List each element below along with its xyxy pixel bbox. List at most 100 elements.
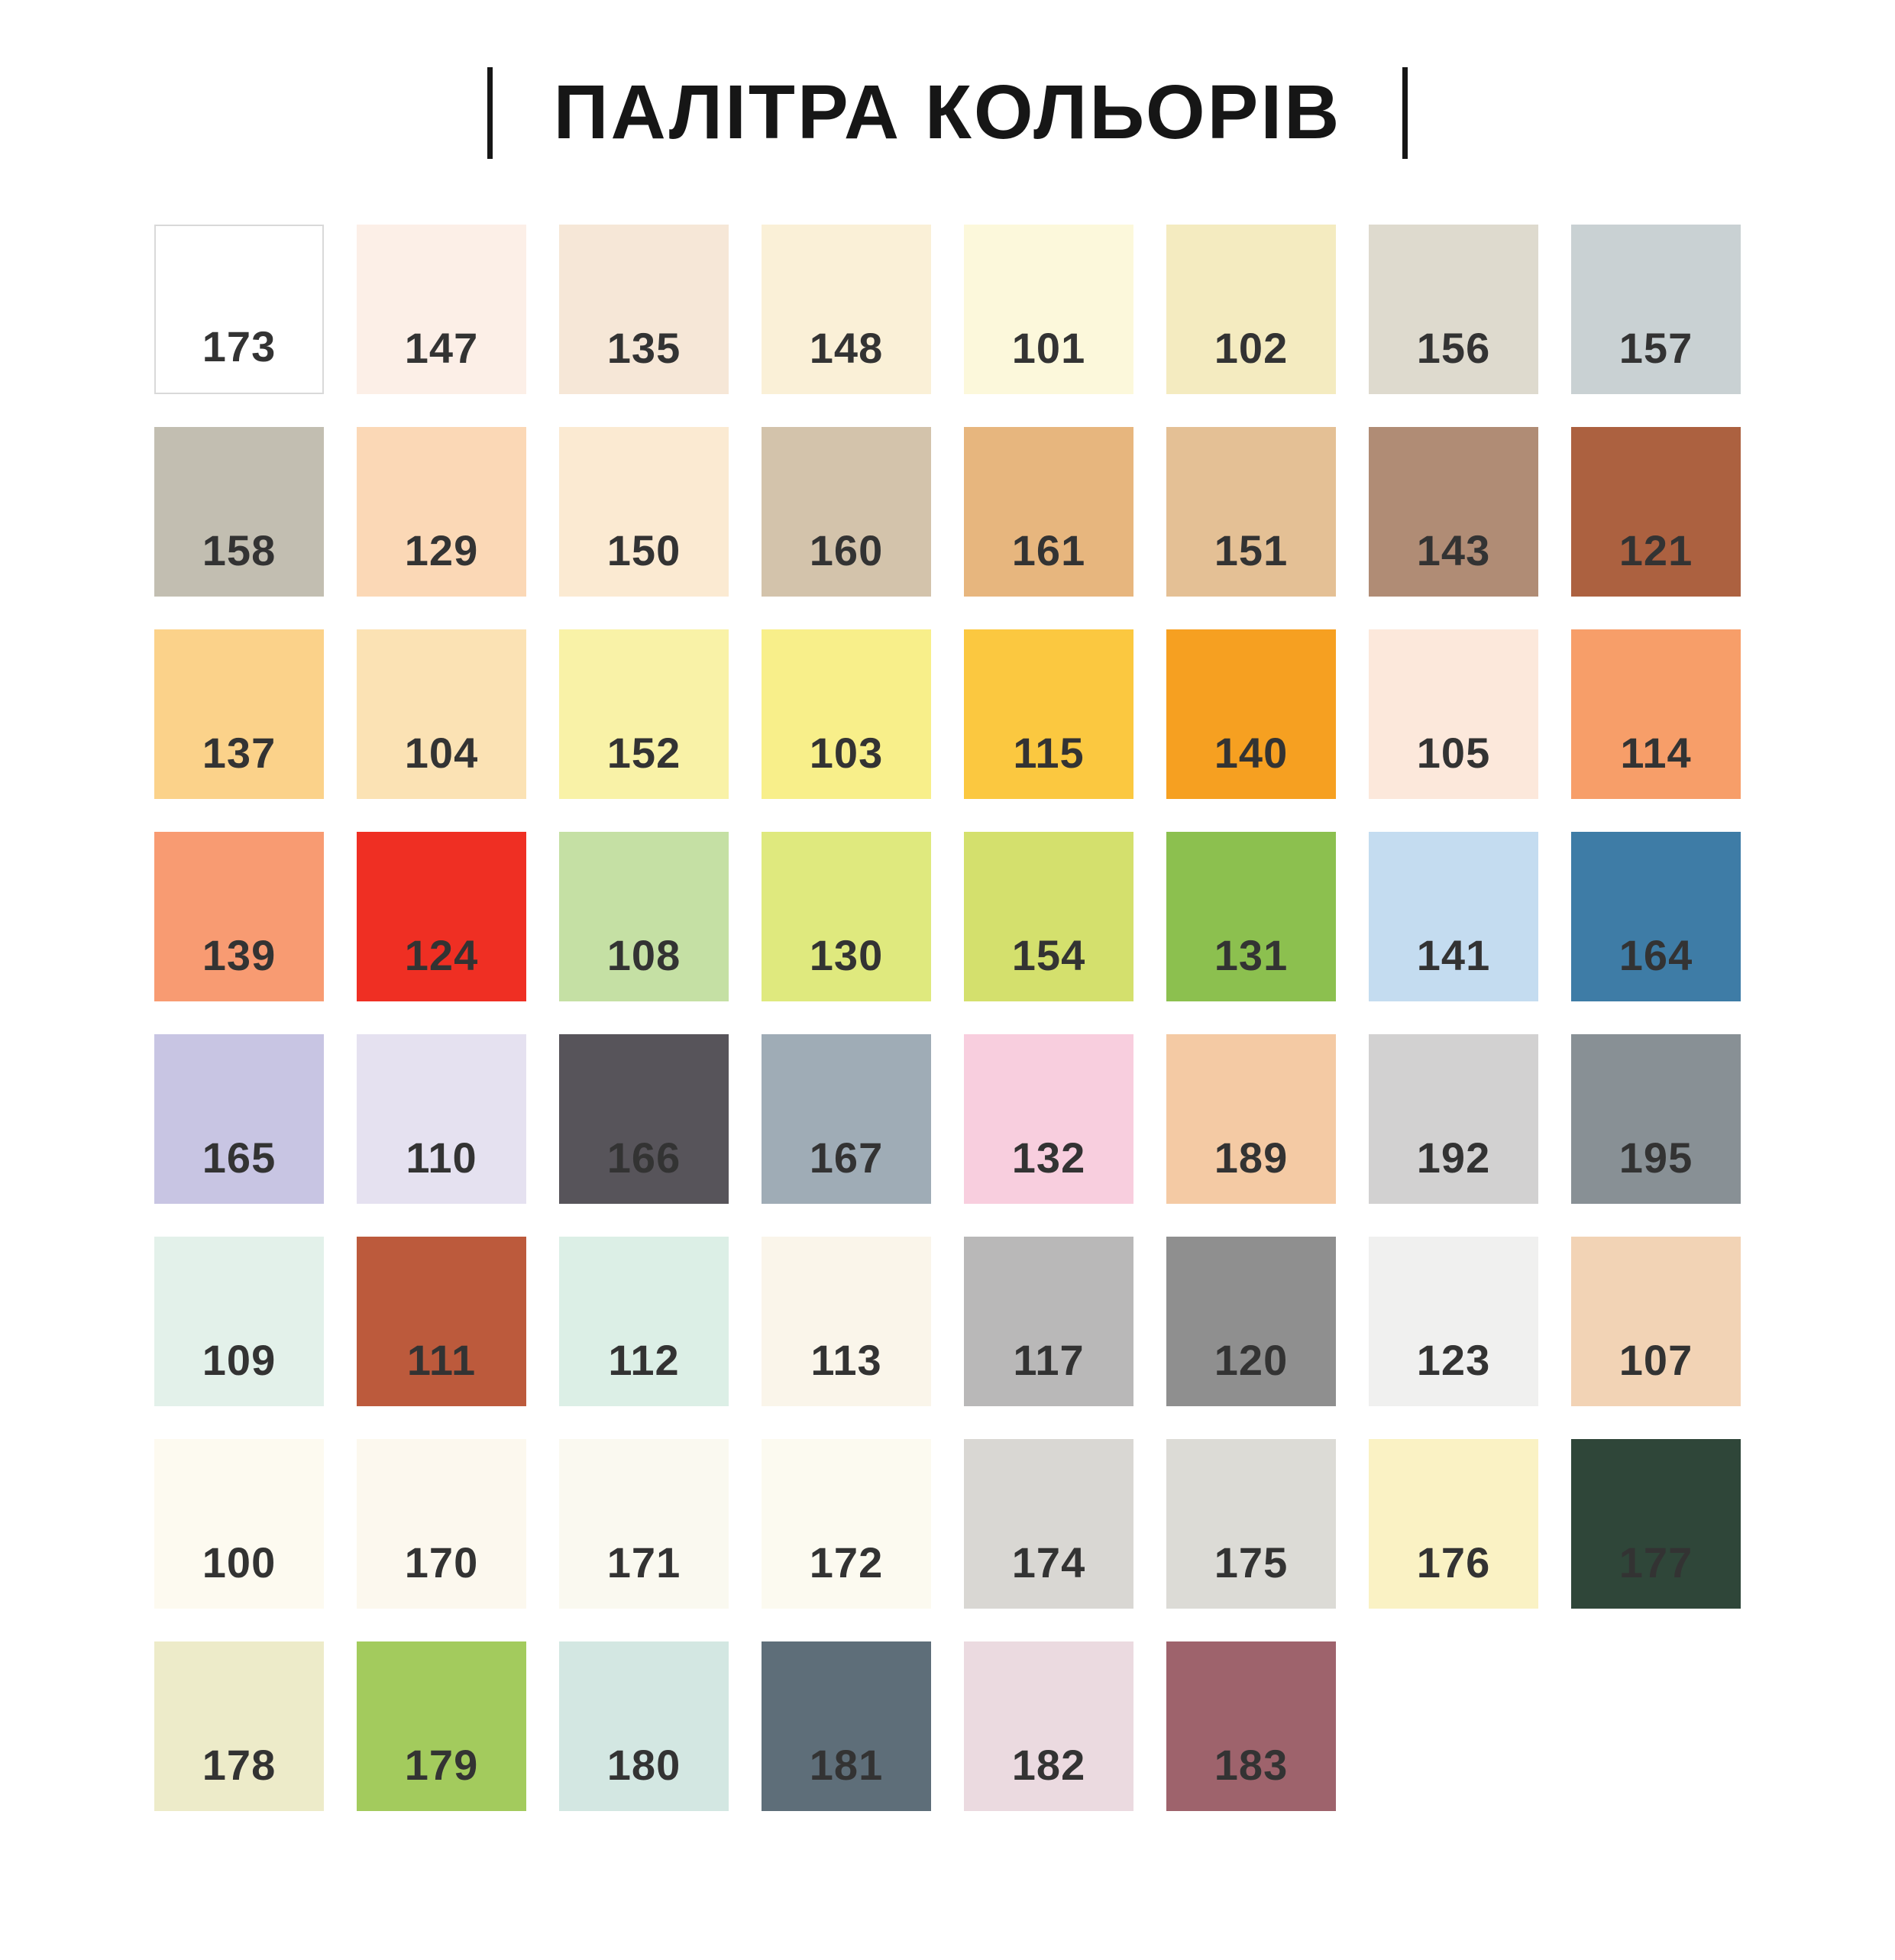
color-swatch: 123 bbox=[1369, 1237, 1538, 1406]
swatch-code: 135 bbox=[606, 324, 681, 372]
color-swatch: 109 bbox=[154, 1237, 324, 1406]
swatch-code: 143 bbox=[1416, 526, 1491, 574]
color-swatch: 103 bbox=[762, 629, 931, 799]
swatch-code: 101 bbox=[1011, 324, 1086, 372]
swatch-code: 148 bbox=[809, 324, 884, 372]
swatch-code: 102 bbox=[1214, 324, 1289, 372]
swatch-code: 152 bbox=[606, 729, 681, 777]
color-swatch: 195 bbox=[1571, 1034, 1741, 1204]
color-swatch: 112 bbox=[559, 1237, 729, 1406]
color-swatch: 132 bbox=[964, 1034, 1133, 1204]
color-swatch: 167 bbox=[762, 1034, 931, 1204]
color-swatch: 183 bbox=[1166, 1641, 1336, 1811]
swatch-code: 195 bbox=[1619, 1134, 1693, 1182]
color-swatch: 161 bbox=[964, 427, 1133, 597]
color-swatch: 117 bbox=[964, 1237, 1133, 1406]
swatch-code: 172 bbox=[809, 1538, 884, 1586]
swatch-code: 160 bbox=[809, 526, 884, 574]
color-swatch: 150 bbox=[559, 427, 729, 597]
swatch-code: 173 bbox=[202, 322, 276, 370]
color-swatch: 180 bbox=[559, 1641, 729, 1811]
swatch-code: 123 bbox=[1416, 1336, 1491, 1384]
color-swatch: 173 bbox=[154, 225, 324, 394]
swatch-code: 171 bbox=[606, 1538, 681, 1586]
palette-grid: 173 147 135 148 101 102 156 157 158 129 150 160 161 1… bbox=[154, 225, 1741, 1811]
swatch-code: 131 bbox=[1214, 931, 1289, 979]
color-swatch: 189 bbox=[1166, 1034, 1336, 1204]
color-swatch: 130 bbox=[762, 832, 931, 1001]
swatch-code: 141 bbox=[1416, 931, 1491, 979]
color-swatch: 140 bbox=[1166, 629, 1336, 799]
color-swatch: 176 bbox=[1369, 1439, 1538, 1609]
swatch-code: 183 bbox=[1214, 1741, 1289, 1789]
swatch-code: 108 bbox=[606, 931, 681, 979]
swatch-code: 176 bbox=[1416, 1538, 1491, 1586]
swatch-code: 117 bbox=[1013, 1336, 1085, 1384]
color-swatch: 104 bbox=[357, 629, 526, 799]
swatch-code: 161 bbox=[1011, 526, 1086, 574]
color-swatch: 156 bbox=[1369, 225, 1538, 394]
swatch-code: 140 bbox=[1214, 729, 1289, 777]
color-swatch: 105 bbox=[1369, 629, 1538, 799]
color-swatch: 179 bbox=[357, 1641, 526, 1811]
color-swatch: 158 bbox=[154, 427, 324, 597]
color-swatch: 181 bbox=[762, 1641, 931, 1811]
color-swatch: 160 bbox=[762, 427, 931, 597]
swatch-code: 139 bbox=[202, 931, 276, 979]
swatch-code: 174 bbox=[1011, 1538, 1086, 1586]
color-swatch: 166 bbox=[559, 1034, 729, 1204]
color-swatch: 174 bbox=[964, 1439, 1133, 1609]
swatch-code: 107 bbox=[1619, 1336, 1693, 1384]
color-swatch: 129 bbox=[357, 427, 526, 597]
color-swatch: 175 bbox=[1166, 1439, 1336, 1609]
color-swatch: 151 bbox=[1166, 427, 1336, 597]
swatch-code: 137 bbox=[202, 729, 276, 777]
swatch-code: 175 bbox=[1214, 1538, 1289, 1586]
color-swatch: 152 bbox=[559, 629, 729, 799]
swatch-code: 157 bbox=[1619, 324, 1693, 372]
swatch-code: 129 bbox=[404, 526, 479, 574]
swatch-code: 110 bbox=[406, 1134, 477, 1182]
swatch-code: 124 bbox=[404, 931, 479, 979]
swatch-code: 179 bbox=[404, 1741, 479, 1789]
swatch-code: 150 bbox=[606, 526, 681, 574]
color-swatch: 170 bbox=[357, 1439, 526, 1609]
swatch-code: 166 bbox=[606, 1134, 681, 1182]
page-header: ПАЛІТРА КОЛЬОРІВ bbox=[0, 65, 1895, 160]
color-swatch: 101 bbox=[964, 225, 1133, 394]
color-swatch: 111 bbox=[357, 1237, 526, 1406]
swatch-code: 156 bbox=[1416, 324, 1491, 372]
color-swatch: 120 bbox=[1166, 1237, 1336, 1406]
color-swatch: 177 bbox=[1571, 1439, 1741, 1609]
swatch-code: 111 bbox=[406, 1336, 477, 1384]
swatch-code: 109 bbox=[202, 1336, 276, 1384]
swatch-code: 164 bbox=[1619, 931, 1693, 979]
color-swatch: 172 bbox=[762, 1439, 931, 1609]
swatch-code: 170 bbox=[404, 1538, 479, 1586]
color-swatch: 108 bbox=[559, 832, 729, 1001]
color-swatch: 135 bbox=[559, 225, 729, 394]
title-right-bar bbox=[1402, 66, 1408, 159]
swatch-code: 115 bbox=[1013, 729, 1085, 777]
color-swatch: 121 bbox=[1571, 427, 1741, 597]
swatch-code: 182 bbox=[1011, 1741, 1086, 1789]
color-swatch: 147 bbox=[357, 225, 526, 394]
color-swatch: 107 bbox=[1571, 1237, 1741, 1406]
swatch-code: 121 bbox=[1619, 526, 1693, 574]
swatch-code: 180 bbox=[606, 1741, 681, 1789]
color-swatch: 157 bbox=[1571, 225, 1741, 394]
swatch-code: 151 bbox=[1214, 526, 1289, 574]
swatch-code: 105 bbox=[1416, 729, 1491, 777]
swatch-code: 113 bbox=[810, 1336, 882, 1384]
swatch-code: 120 bbox=[1214, 1336, 1289, 1384]
swatch-code: 104 bbox=[404, 729, 479, 777]
color-swatch: 113 bbox=[762, 1237, 931, 1406]
color-swatch: 154 bbox=[964, 832, 1133, 1001]
swatch-code: 178 bbox=[202, 1741, 276, 1789]
swatch-code: 192 bbox=[1416, 1134, 1491, 1182]
color-swatch: 178 bbox=[154, 1641, 324, 1811]
swatch-code: 112 bbox=[608, 1336, 680, 1384]
color-swatch: 143 bbox=[1369, 427, 1538, 597]
swatch-code: 114 bbox=[1620, 729, 1692, 777]
color-swatch: 115 bbox=[964, 629, 1133, 799]
